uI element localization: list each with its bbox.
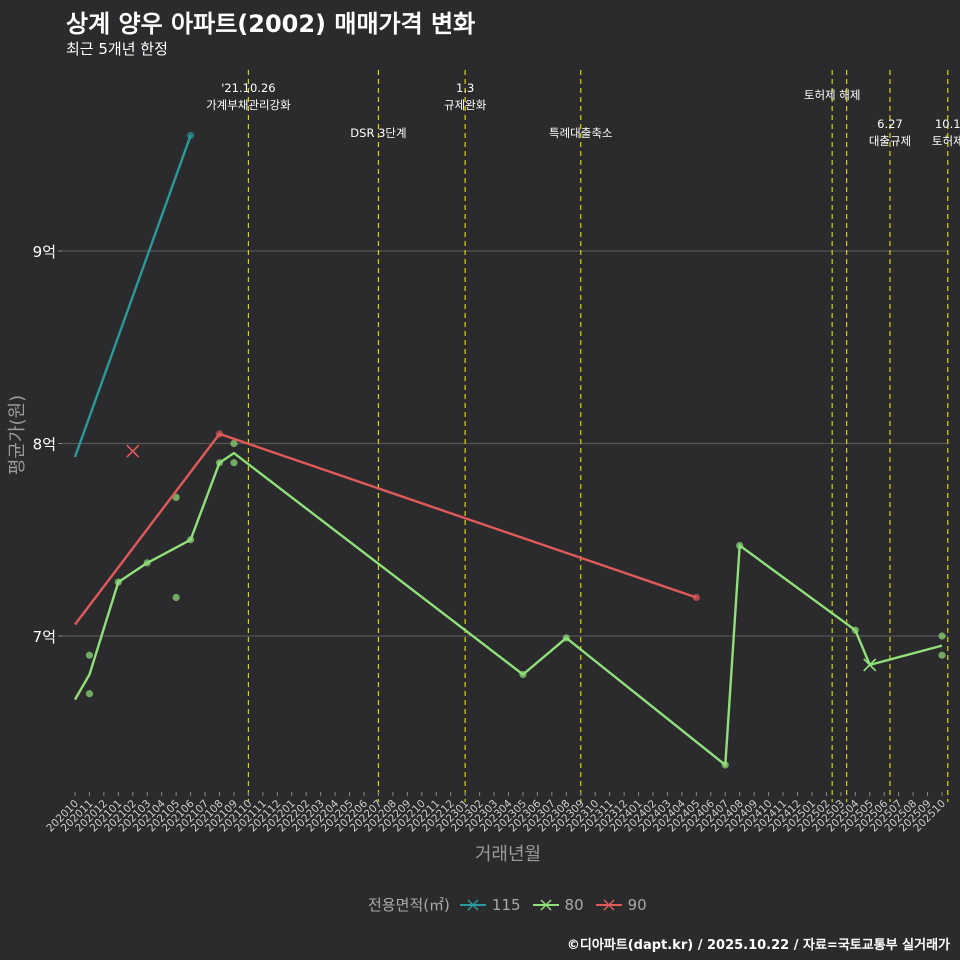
data-point-80 (230, 439, 238, 448)
event-label: 10.1 (935, 117, 960, 131)
data-point-80 (172, 493, 180, 501)
data-point-80 (215, 459, 224, 467)
source-caption: ©디아파트(dapt.kr) / 2025.10.22 / 자료=국토교통부 실… (566, 938, 950, 953)
legend: 전용면적(㎡) 115 80 90 (368, 894, 659, 915)
data-cross-80 (863, 658, 877, 672)
data-cross-90 (126, 444, 140, 458)
cross-stroke (863, 658, 877, 672)
data-point-80 (85, 690, 94, 698)
data-point-80 (721, 761, 729, 769)
y-tick-label: 7억 (33, 628, 56, 646)
y-tick-label: 9억 (33, 243, 56, 261)
cross-stroke (126, 444, 140, 458)
event-label: 대출규제 (869, 134, 911, 148)
event-label: 토허제 (932, 134, 960, 148)
series-line-115 (73, 135, 192, 458)
data-point-90 (215, 430, 224, 438)
legend-label-80: 80 (564, 895, 584, 914)
legend-title: 전용면적(㎡) (368, 896, 450, 914)
data-point-80 (172, 593, 180, 602)
data-point-80 (938, 651, 946, 659)
event-label: 1.3 (456, 81, 474, 95)
data-point-80 (114, 578, 122, 586)
data-point-80 (519, 670, 527, 679)
event-label: 6.27 (877, 117, 903, 131)
grid-layer (62, 250, 948, 637)
legend-item-90[interactable]: 90 (595, 895, 647, 914)
x-axis-label: 거래년월 (474, 844, 542, 865)
data-point-90 (692, 593, 700, 602)
legend-label-115: 115 (491, 895, 521, 914)
legend-item-80[interactable]: 80 (532, 895, 584, 914)
event-label: 규제완화 (444, 98, 487, 112)
data-point-80 (562, 634, 570, 642)
data-point-80 (736, 541, 744, 550)
legend-swatch-90 (595, 898, 622, 911)
legend-swatch-115 (459, 898, 486, 911)
data-point-115 (187, 131, 195, 140)
y-tick-label: 8억 (33, 436, 56, 454)
event-label: DSR 3단계 (350, 126, 406, 140)
data-point-80 (938, 632, 946, 640)
data-point-80 (230, 459, 238, 467)
event-label: 토허제 해제 (804, 88, 861, 102)
data-point-80 (187, 536, 195, 544)
legend-item-115[interactable]: 115 (459, 895, 521, 914)
event-label: 가계부채관리강화 (206, 98, 291, 112)
series-line-90 (74, 432, 697, 626)
event-label: 특례대출축소 (549, 126, 612, 140)
data-point-80 (851, 626, 859, 634)
data-point-80 (85, 651, 94, 659)
y-axis-label: 평균가(원) (7, 394, 28, 476)
chart-title: 상계 양우 아파트(2002) 매매가격 변화 (66, 10, 476, 38)
legend-label-90: 90 (627, 895, 647, 914)
series-layer (73, 131, 946, 769)
legend-swatch-80 (532, 898, 559, 911)
data-point-80 (143, 559, 151, 567)
event-label: '21.10.26 (221, 81, 275, 95)
series-line-80 (73, 451, 943, 767)
chart-subtitle: 최근 5개년 한정 (66, 40, 168, 58)
axis-layer: 7억8억9억2020102020112020122021012021022021… (33, 243, 948, 834)
